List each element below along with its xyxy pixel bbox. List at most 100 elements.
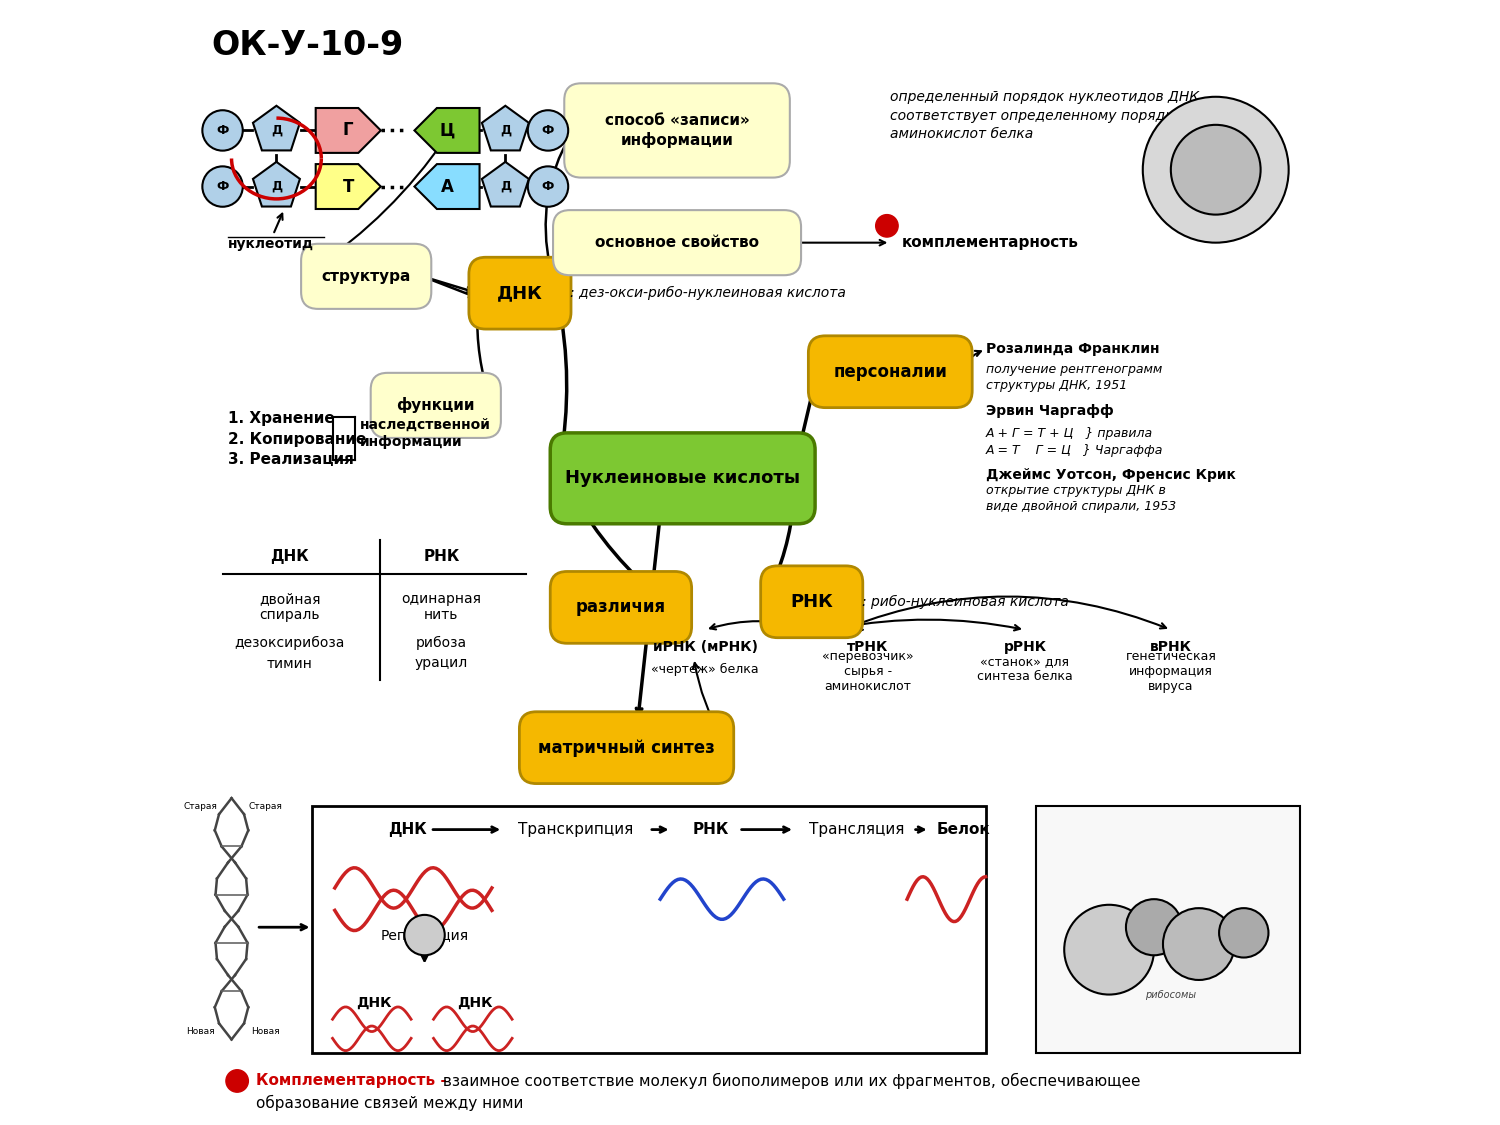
Circle shape [1220,908,1269,957]
Circle shape [528,166,568,207]
Text: Ф: Ф [542,124,554,137]
Text: образование связей между ними: образование связей между ними [256,1096,524,1112]
Text: Ф: Ф [216,180,228,193]
Text: А: А [441,178,453,196]
Text: двойная
спираль: двойная спираль [260,592,321,622]
Text: Д: Д [272,180,282,193]
FancyBboxPatch shape [302,244,432,309]
Text: получение рентгенограмм
структуры ДНК, 1951: получение рентгенограмм структуры ДНК, 1… [986,363,1162,391]
Text: Репликация: Репликация [381,928,468,942]
FancyBboxPatch shape [1036,806,1300,1053]
Text: ДНК: ДНК [357,996,392,1009]
Text: иРНК (мРНК): иРНК (мРНК) [652,640,758,654]
Text: 1. Хранение: 1. Хранение [228,412,334,426]
Text: взаимное соответствие молекул биополимеров или их фрагментов, обеспечивающее: взаимное соответствие молекул биополимер… [438,1073,1140,1089]
Circle shape [1162,908,1234,980]
Text: ДНК: ДНК [496,285,543,303]
Text: Комплементарность -: Комплементарность - [256,1073,447,1089]
Text: Старая: Старая [183,801,218,810]
Text: ОК-У-10-9: ОК-У-10-9 [211,29,404,63]
Text: матричный синтез: матричный синтез [538,739,716,757]
Circle shape [1064,904,1154,994]
FancyBboxPatch shape [550,433,814,524]
FancyBboxPatch shape [370,372,501,438]
Text: ДНК: ДНК [388,822,427,837]
Text: рибоза: рибоза [416,637,466,650]
Text: Ф: Ф [216,124,228,137]
Polygon shape [414,108,480,153]
Circle shape [876,215,898,237]
Text: Д: Д [272,124,282,137]
Text: Нуклеиновые кислоты: Нуклеиновые кислоты [566,469,800,487]
Text: урацил: урацил [416,657,468,670]
Circle shape [202,110,243,151]
Text: РНК: РНК [693,822,729,837]
Text: вРНК: вРНК [1150,640,1192,654]
Polygon shape [414,164,480,209]
Text: Ф: Ф [542,180,554,193]
FancyBboxPatch shape [550,572,692,644]
Text: 3. Реализация: 3. Реализация [228,452,354,467]
Text: различия: различия [576,598,666,616]
Circle shape [405,915,445,955]
FancyBboxPatch shape [760,566,862,638]
Text: Транскрипция: Транскрипция [519,822,633,837]
Text: Старая: Старая [249,801,282,810]
Text: «перевозчик»
сырья -
аминокислот: «перевозчик» сырья - аминокислот [822,650,914,693]
Polygon shape [254,106,300,151]
Circle shape [528,110,568,151]
Circle shape [1143,97,1288,243]
Text: открытие структуры ДНК в
виде двойной спирали, 1953: открытие структуры ДНК в виде двойной сп… [986,484,1176,513]
Text: способ «записи»
информации: способ «записи» информации [604,112,750,147]
Text: РНК: РНК [423,549,459,565]
Text: дезоксирибоза: дезоксирибоза [234,637,345,650]
Text: Ц: Ц [440,122,454,140]
Text: основное свойство: основное свойство [596,235,759,250]
Text: «станок» для
синтеза белка: «станок» для синтеза белка [976,655,1072,683]
Text: генетическая
информация
вируса: генетическая информация вируса [1125,650,1216,693]
Text: Белок: Белок [936,822,990,837]
FancyBboxPatch shape [470,258,572,330]
Text: Д: Д [500,180,512,193]
Text: персоналии: персоналии [834,362,946,380]
Text: рРНК: рРНК [1004,640,1047,654]
Polygon shape [254,162,300,207]
Text: Джеймс Уотсон, Френсис Крик: Джеймс Уотсон, Френсис Крик [986,468,1236,482]
Text: наследственной
информации: наследственной информации [360,417,490,449]
Text: тРНК: тРНК [847,640,888,654]
Circle shape [1172,125,1260,215]
FancyBboxPatch shape [808,335,972,407]
Text: комплементарность: комплементарность [902,235,1078,250]
Polygon shape [315,164,381,209]
Text: РНК: РНК [790,593,832,611]
Text: А + Г = Т + Ц   } правила: А + Г = Т + Ц } правила [986,428,1154,440]
Text: рибосомы: рибосомы [1146,990,1197,999]
Text: Розалинда Франклин: Розалинда Франклин [986,342,1160,357]
Text: А = Т    Г = Ц   } Чаргаффа: А = Т Г = Ц } Чаргаффа [986,443,1162,457]
Polygon shape [315,108,381,153]
Text: структура: структура [321,269,411,284]
Text: Д: Д [500,124,512,137]
Text: «чертеж» белка: «чертеж» белка [651,663,759,676]
Polygon shape [482,106,530,151]
Text: (вирус): (вирус) [1197,164,1234,174]
Text: 2. Копирование: 2. Копирование [228,432,366,447]
Text: одинарная
нить: одинарная нить [402,592,482,622]
Circle shape [1126,899,1182,955]
Text: нуклеотид: нуклеотид [228,237,314,251]
FancyBboxPatch shape [554,210,801,276]
Circle shape [202,166,243,207]
Text: Новая: Новая [251,1027,279,1036]
Text: Т: Т [342,178,354,196]
Text: тимин: тимин [267,657,314,670]
Text: Эрвин Чаргафф: Эрвин Чаргафф [986,404,1113,418]
Text: функции: функции [396,397,476,413]
FancyBboxPatch shape [564,83,790,178]
Text: ДНК: ДНК [458,996,494,1009]
FancyBboxPatch shape [519,712,734,784]
Text: Новая: Новая [186,1027,214,1036]
Text: Трансляция: Трансляция [808,822,904,837]
Text: ДНК: ДНК [270,549,309,565]
Text: определенный порядок нуклеотидов ДНК
соответствует определенному порядку
аминоки: определенный порядок нуклеотидов ДНК соо… [891,90,1200,142]
Text: : дез-окси-рибо-нуклеиновая кислота: : дез-окси-рибо-нуклеиновая кислота [570,286,846,300]
